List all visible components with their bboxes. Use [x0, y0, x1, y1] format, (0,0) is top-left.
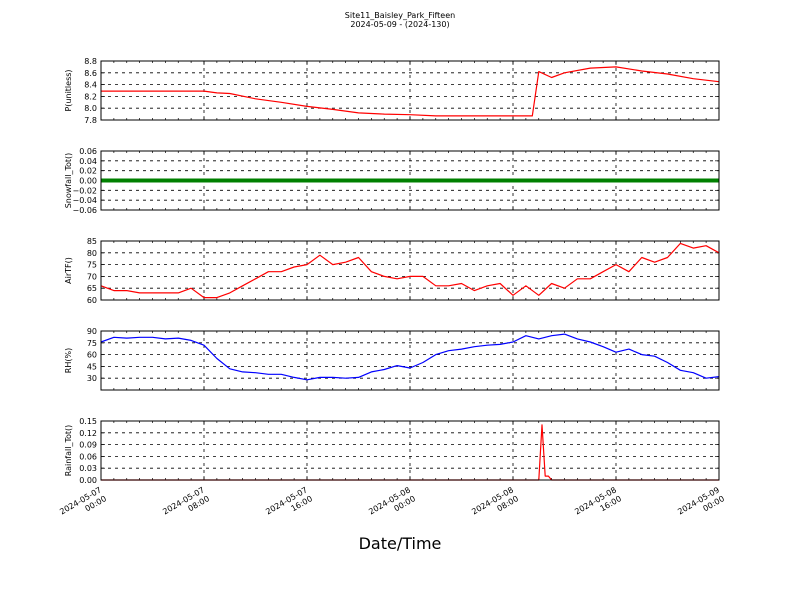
y-tick-label: 8.0 [84, 104, 97, 113]
y-tick-label: 0.00 [79, 476, 97, 485]
y-tick-label: 0.02 [79, 167, 97, 176]
y-axis-label: Rainfall_Tot() [64, 425, 73, 477]
y-tick-label: 45 [87, 362, 97, 371]
y-tick-label: 85 [87, 237, 97, 246]
y-tick-label: 80 [87, 249, 97, 258]
plot-frame [100, 240, 720, 301]
y-tick-label: 0.06 [79, 452, 97, 461]
subplot-3: 60 65 70 75 80 85 AirTF() [64, 237, 720, 305]
plot-frame [100, 420, 720, 481]
series-line [101, 66, 720, 117]
y-tick-label: −0.06 [72, 206, 97, 215]
y-tick-label: 0.12 [79, 429, 97, 438]
y-axis-label: AirTF() [64, 257, 73, 284]
series-line [100, 242, 720, 299]
x-axis-label: Date/Time [358, 534, 442, 553]
subplot-4: 30 45 60 75 90 RH(%) [64, 327, 720, 391]
y-tick-label: 65 [87, 284, 97, 293]
y-tick-label: 7.8 [84, 116, 97, 125]
y-tick-label: 8.8 [84, 57, 97, 66]
y-tick-label: 70 [87, 272, 97, 281]
y-axis-label: Snowfall_Tot() [64, 153, 73, 209]
y-tick-label: 0.03 [79, 464, 97, 473]
subplot-5: 0.00 0.03 0.06 0.09 0.12 0.15 Rainfall_Tot() [64, 417, 720, 485]
y-tick-label: 75 [87, 261, 97, 270]
subplot-2: −0.06−0.04−0.020.000.020.040.06 Snowfall_… [64, 147, 720, 215]
plot-frame [100, 60, 720, 121]
y-tick-label: 8.2 [84, 92, 97, 101]
subplot-1: 7.8 8.0 8.2 8.4 8.6 8.8 P(unitless) [64, 57, 720, 125]
y-tick-label: 8.4 [84, 81, 97, 90]
chart-title: Site11_Baisley_Park_Fifteen [344, 11, 456, 20]
y-tick-label: 0.04 [79, 157, 97, 166]
plot-frame [100, 150, 720, 211]
y-tick-label: 0.15 [79, 417, 97, 426]
y-tick-label: −0.02 [72, 186, 97, 195]
plot-frame [100, 330, 720, 391]
y-tick-label: 0.06 [79, 147, 97, 156]
y-axis-label: RH(%) [64, 348, 73, 373]
y-tick-label: 75 [87, 339, 97, 348]
chart-subtitle: 2024-05-09 - (2024-130) [350, 20, 450, 29]
series-line [100, 333, 720, 381]
y-tick-label: 8.6 [84, 69, 97, 78]
y-tick-label: 0.00 [79, 177, 97, 186]
y-tick-label: −0.04 [72, 196, 97, 205]
y-tick-label: 60 [87, 351, 97, 360]
y-tick-label: 60 [87, 296, 97, 305]
y-tick-label: 0.09 [79, 441, 97, 450]
y-tick-label: 90 [87, 327, 97, 336]
y-tick-label: 30 [87, 374, 97, 383]
y-axis-label: P(unitless) [64, 69, 73, 111]
